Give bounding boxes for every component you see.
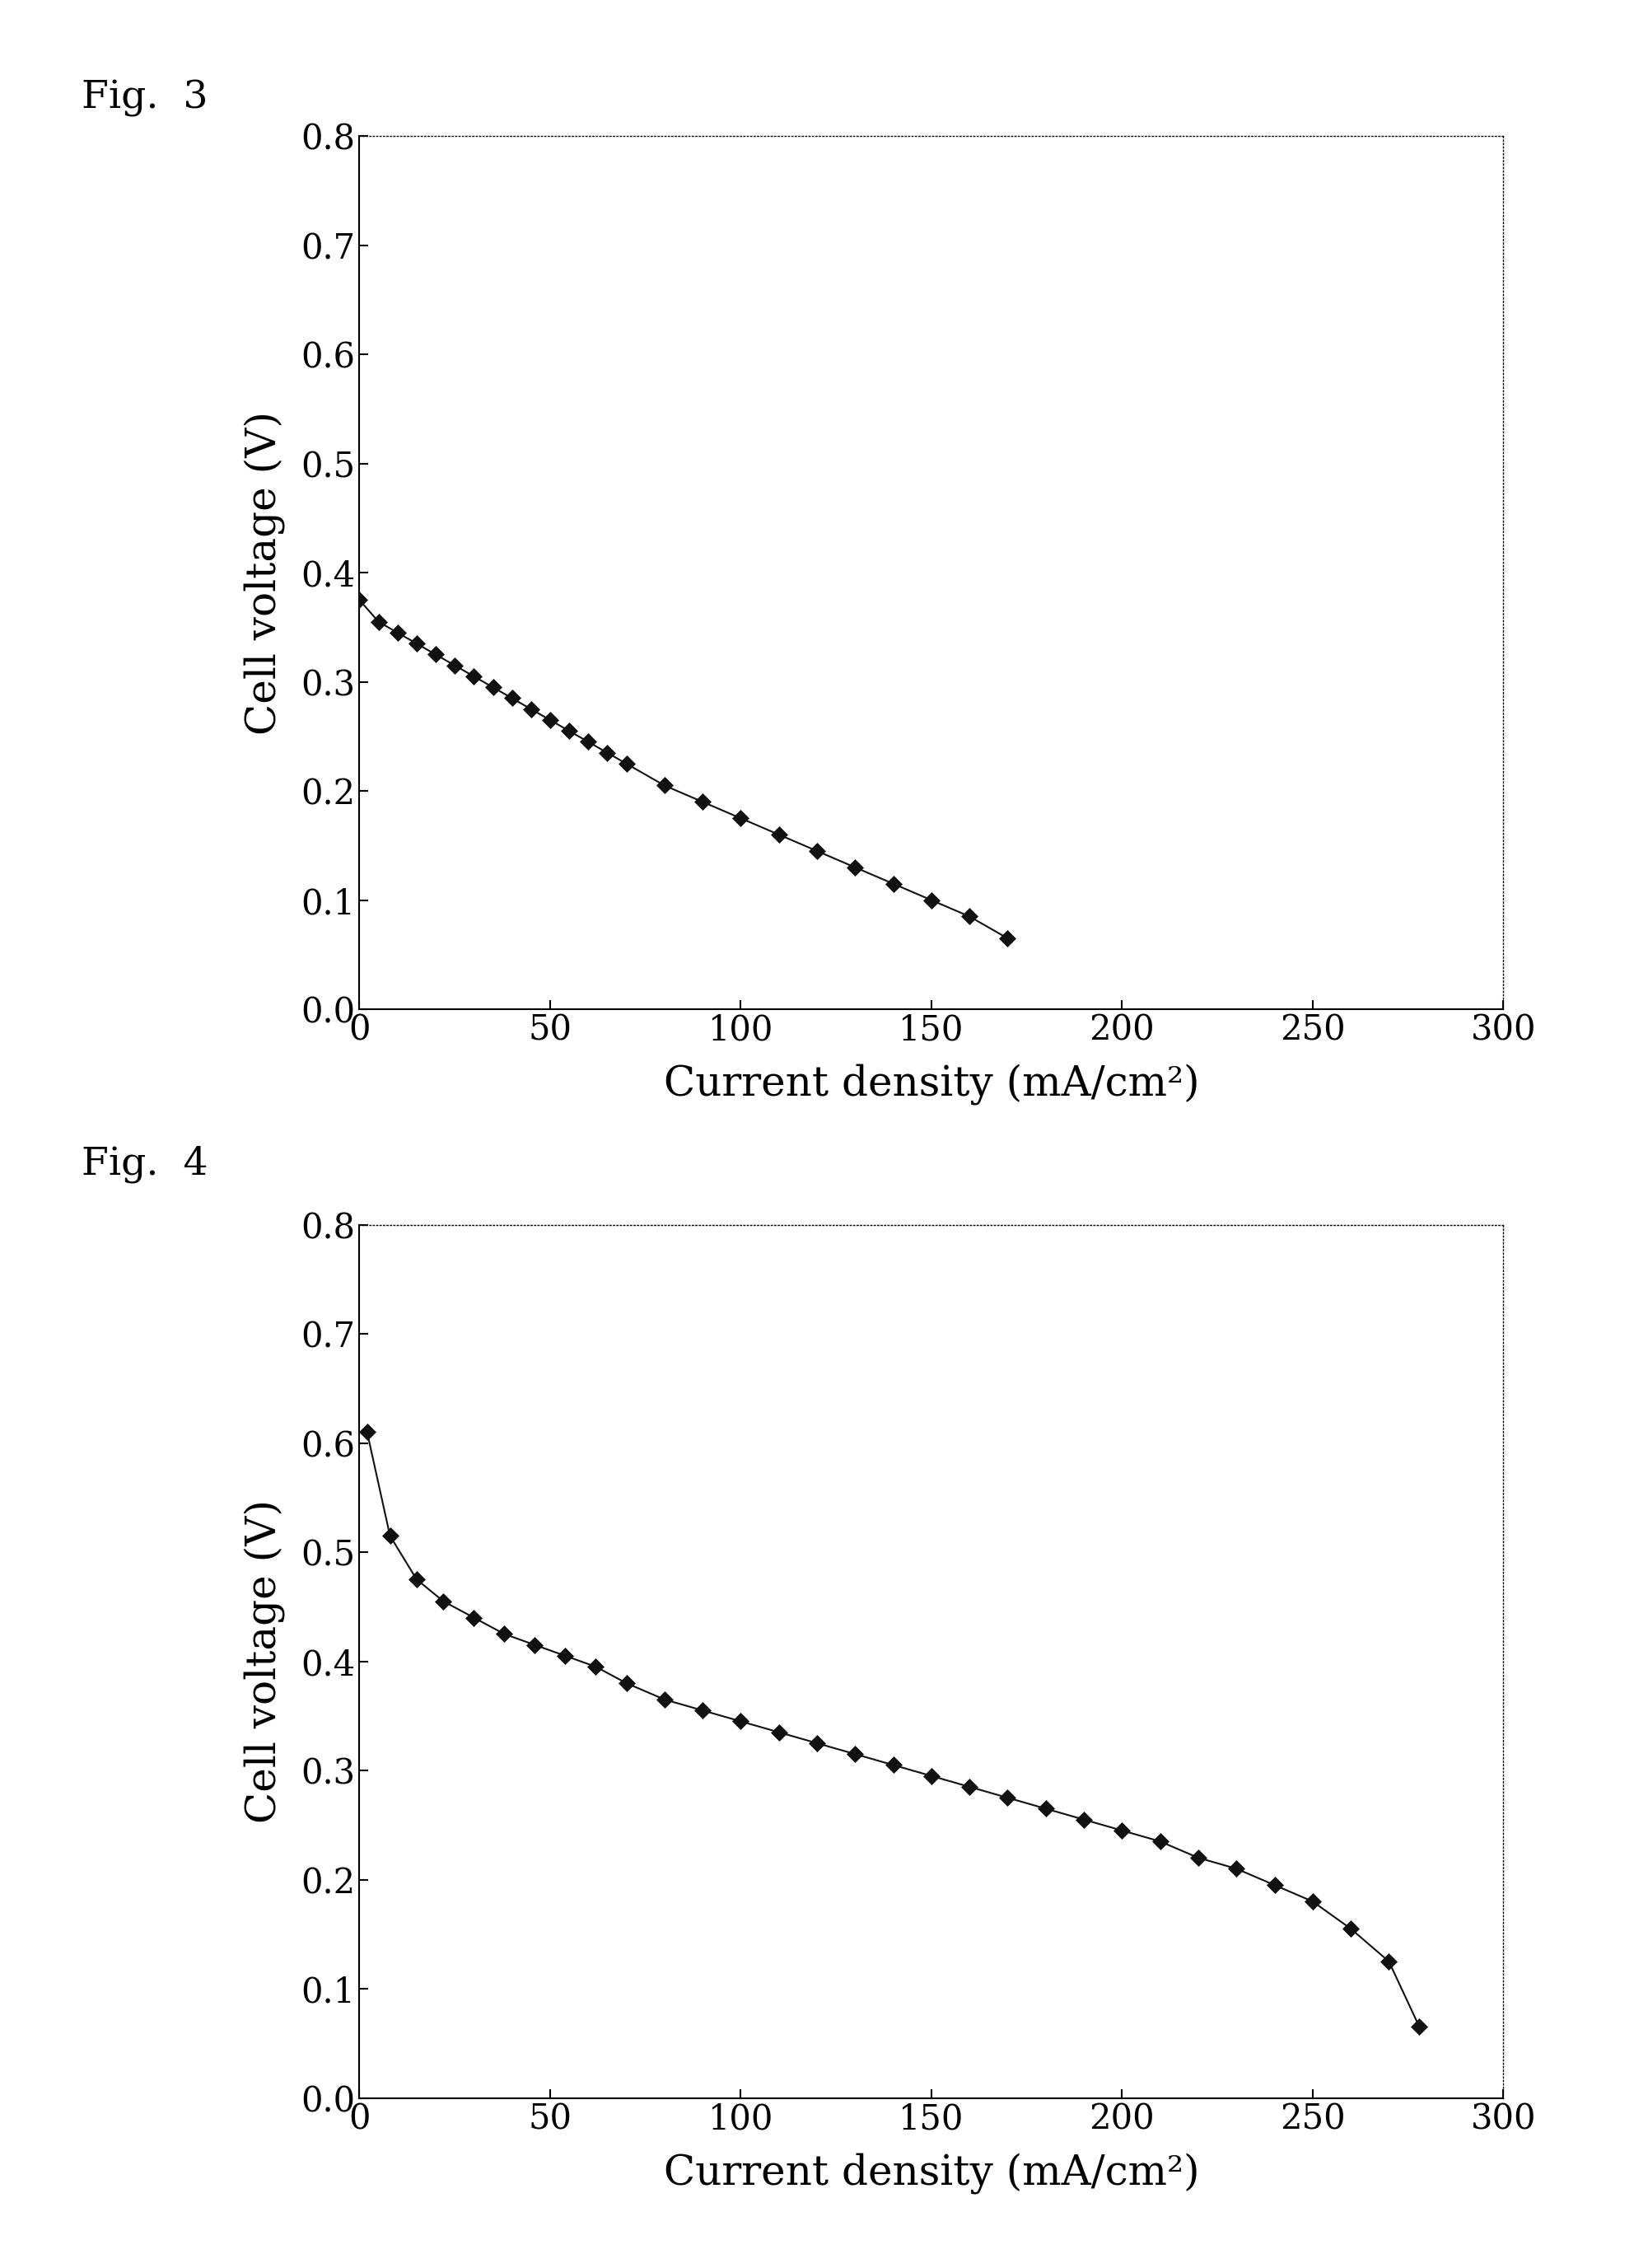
Y-axis label: Cell voltage (V): Cell voltage (V) xyxy=(243,411,284,735)
Text: Fig.  4: Fig. 4 xyxy=(82,1145,208,1184)
Y-axis label: Cell voltage (V): Cell voltage (V) xyxy=(243,1499,284,1823)
X-axis label: Current density (mA/cm²): Current density (mA/cm²) xyxy=(663,1064,1199,1105)
Text: Fig.  3: Fig. 3 xyxy=(82,79,208,116)
X-axis label: Current density (mA/cm²): Current density (mA/cm²) xyxy=(663,2152,1199,2193)
